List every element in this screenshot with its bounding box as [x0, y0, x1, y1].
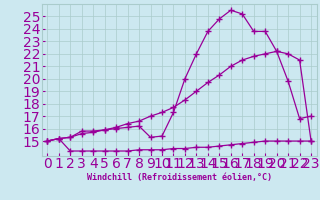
X-axis label: Windchill (Refroidissement éolien,°C): Windchill (Refroidissement éolien,°C) [87, 173, 272, 182]
